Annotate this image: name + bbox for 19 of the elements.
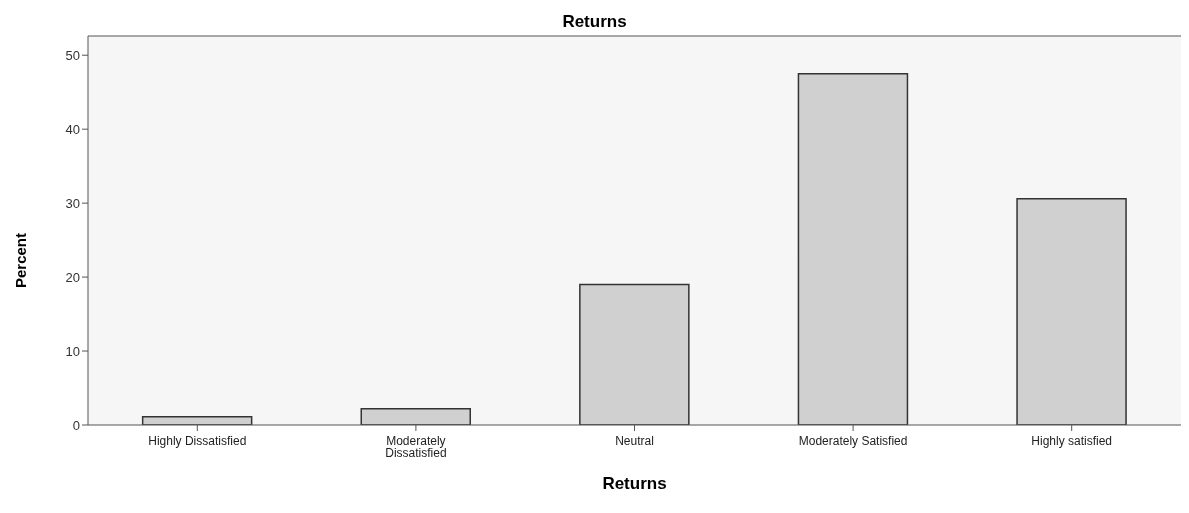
x-tick-label: Highly Dissatisfied xyxy=(148,434,247,448)
x-axis-title: Returns xyxy=(601,474,668,494)
y-tick-label: 30 xyxy=(65,195,80,211)
x-tick-label: Moderately Satisfied xyxy=(798,434,908,448)
y-tick-label: 40 xyxy=(65,121,80,137)
y-tick-label: 10 xyxy=(65,343,80,359)
y-tick-label: 0 xyxy=(72,417,80,433)
y-tick-label: 20 xyxy=(65,269,80,285)
chart-title: Returns xyxy=(561,12,628,32)
bar xyxy=(1016,197,1127,425)
y-tick-label: 50 xyxy=(65,47,80,63)
bar xyxy=(579,283,690,425)
x-tick-label: Highly satisfied xyxy=(1031,434,1113,448)
bar xyxy=(141,416,253,425)
bar xyxy=(360,407,471,425)
x-tick-label: Neutral xyxy=(615,434,654,448)
x-tick-label: Moderately Dissatisfied xyxy=(385,434,447,460)
bar xyxy=(797,72,909,425)
y-axis-title: Percent xyxy=(12,232,29,288)
